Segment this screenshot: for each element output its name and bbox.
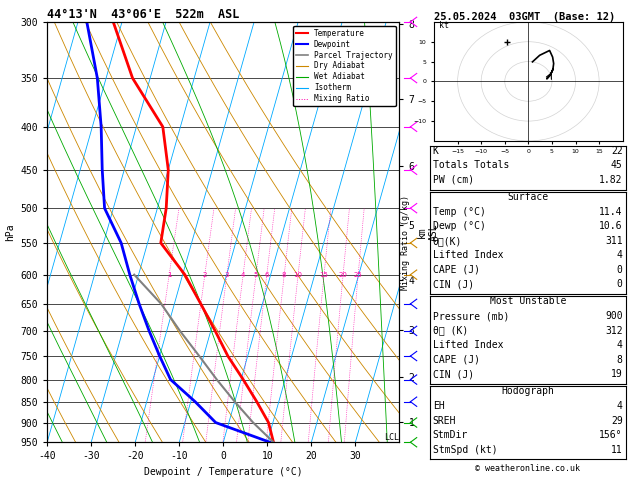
- Text: Hodograph: Hodograph: [501, 386, 554, 397]
- Text: 15: 15: [320, 272, 328, 278]
- Text: 45: 45: [611, 160, 623, 171]
- Text: 25.05.2024  03GMT  (Base: 12): 25.05.2024 03GMT (Base: 12): [434, 12, 615, 22]
- Text: 1: 1: [167, 272, 172, 278]
- Text: Mixing Ratio (g/kg): Mixing Ratio (g/kg): [401, 195, 410, 291]
- Text: 4: 4: [617, 401, 623, 411]
- Text: CAPE (J): CAPE (J): [433, 355, 480, 365]
- Text: 11: 11: [611, 445, 623, 455]
- Text: CIN (J): CIN (J): [433, 369, 474, 380]
- Text: 5: 5: [254, 272, 259, 278]
- Text: Pressure (mb): Pressure (mb): [433, 311, 509, 321]
- Text: Lifted Index: Lifted Index: [433, 340, 503, 350]
- Text: 0: 0: [617, 279, 623, 290]
- Text: 25: 25: [353, 272, 362, 278]
- Text: 2: 2: [203, 272, 207, 278]
- Text: Surface: Surface: [507, 192, 548, 202]
- Text: EH: EH: [433, 401, 445, 411]
- Text: Dewp (°C): Dewp (°C): [433, 221, 486, 231]
- Text: Lifted Index: Lifted Index: [433, 250, 503, 260]
- Text: 8: 8: [282, 272, 286, 278]
- Text: 11.4: 11.4: [599, 207, 623, 217]
- Text: Temp (°C): Temp (°C): [433, 207, 486, 217]
- Text: StmDir: StmDir: [433, 430, 468, 440]
- Text: 3: 3: [225, 272, 229, 278]
- Text: 4: 4: [617, 250, 623, 260]
- Text: Most Unstable: Most Unstable: [489, 296, 566, 307]
- Text: 900: 900: [605, 311, 623, 321]
- Text: PW (cm): PW (cm): [433, 175, 474, 185]
- Y-axis label: hPa: hPa: [5, 223, 15, 241]
- Text: 44°13'N  43°06'E  522m  ASL: 44°13'N 43°06'E 522m ASL: [47, 8, 240, 21]
- Text: 4: 4: [241, 272, 245, 278]
- Text: Totals Totals: Totals Totals: [433, 160, 509, 171]
- Text: 10: 10: [294, 272, 303, 278]
- Y-axis label: km
ASL: km ASL: [417, 223, 438, 241]
- Text: 311: 311: [605, 236, 623, 246]
- Text: 19: 19: [611, 369, 623, 380]
- Text: θᴇ (K): θᴇ (K): [433, 326, 468, 336]
- Text: θᴇ(K): θᴇ(K): [433, 236, 462, 246]
- Legend: Temperature, Dewpoint, Parcel Trajectory, Dry Adiabat, Wet Adiabat, Isotherm, Mi: Temperature, Dewpoint, Parcel Trajectory…: [293, 26, 396, 106]
- Text: 22: 22: [611, 146, 623, 156]
- Text: 156°: 156°: [599, 430, 623, 440]
- Text: 29: 29: [611, 416, 623, 426]
- Text: 4: 4: [617, 340, 623, 350]
- Text: SREH: SREH: [433, 416, 456, 426]
- Text: LCL: LCL: [384, 433, 399, 442]
- Text: CAPE (J): CAPE (J): [433, 265, 480, 275]
- Text: 0: 0: [617, 265, 623, 275]
- Text: kt: kt: [439, 21, 448, 30]
- Text: © weatheronline.co.uk: © weatheronline.co.uk: [476, 464, 580, 473]
- Text: 312: 312: [605, 326, 623, 336]
- Text: 6: 6: [265, 272, 269, 278]
- Text: StmSpd (kt): StmSpd (kt): [433, 445, 498, 455]
- Text: 10.6: 10.6: [599, 221, 623, 231]
- Text: 8: 8: [617, 355, 623, 365]
- X-axis label: Dewpoint / Temperature (°C): Dewpoint / Temperature (°C): [144, 467, 303, 477]
- Text: 20: 20: [338, 272, 348, 278]
- Text: K: K: [433, 146, 438, 156]
- Text: CIN (J): CIN (J): [433, 279, 474, 290]
- Text: 1.82: 1.82: [599, 175, 623, 185]
